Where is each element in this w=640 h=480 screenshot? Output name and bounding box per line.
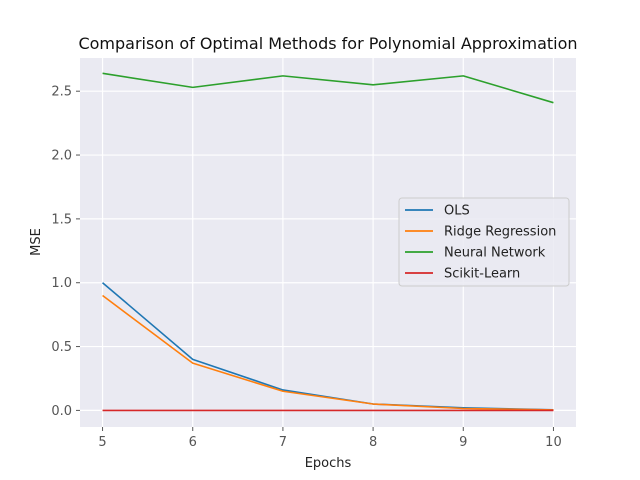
legend-box [398,197,570,287]
y-axis-label: MSE [29,228,44,256]
y-tick-label: 1.5 [51,212,72,227]
y-tick-label: 2.5 [51,85,72,100]
y-tick-label: 0.0 [51,404,72,419]
x-axis-label: Epochs [305,456,352,471]
legend-label-neural-network: Neural Network [444,246,546,261]
series-lines [102,72,554,412]
axis-ticks: 5 6 7 8 9 10 0.0 0.5 1.0 1.5 2.0 2.5 [51,85,561,450]
x-tick-label: 5 [98,435,106,450]
legend-label-ols: OLS [444,204,470,219]
legend-label-ridge-regression: Ridge Regression [444,225,556,240]
series-line-ridge-regression [102,294,554,411]
x-tick-label: 8 [369,435,377,450]
x-tick-label: 9 [459,435,467,450]
x-tick-label: 7 [279,435,287,450]
x-tick-label: 6 [189,435,197,450]
legend: OLS Ridge Regression Neural Network Scikit-… [398,197,570,287]
y-tick-label: 0.5 [51,340,72,355]
legend-label-scikit-learn: Scikit-Learn [444,267,520,282]
chart-title: Comparison of Optimal Methods for Polyno… [78,34,577,53]
y-tick-label: 1.0 [51,276,72,291]
x-tick-label: 10 [545,435,562,450]
series-line-neural-network [102,72,554,104]
y-tick-label: 2.0 [51,149,72,164]
